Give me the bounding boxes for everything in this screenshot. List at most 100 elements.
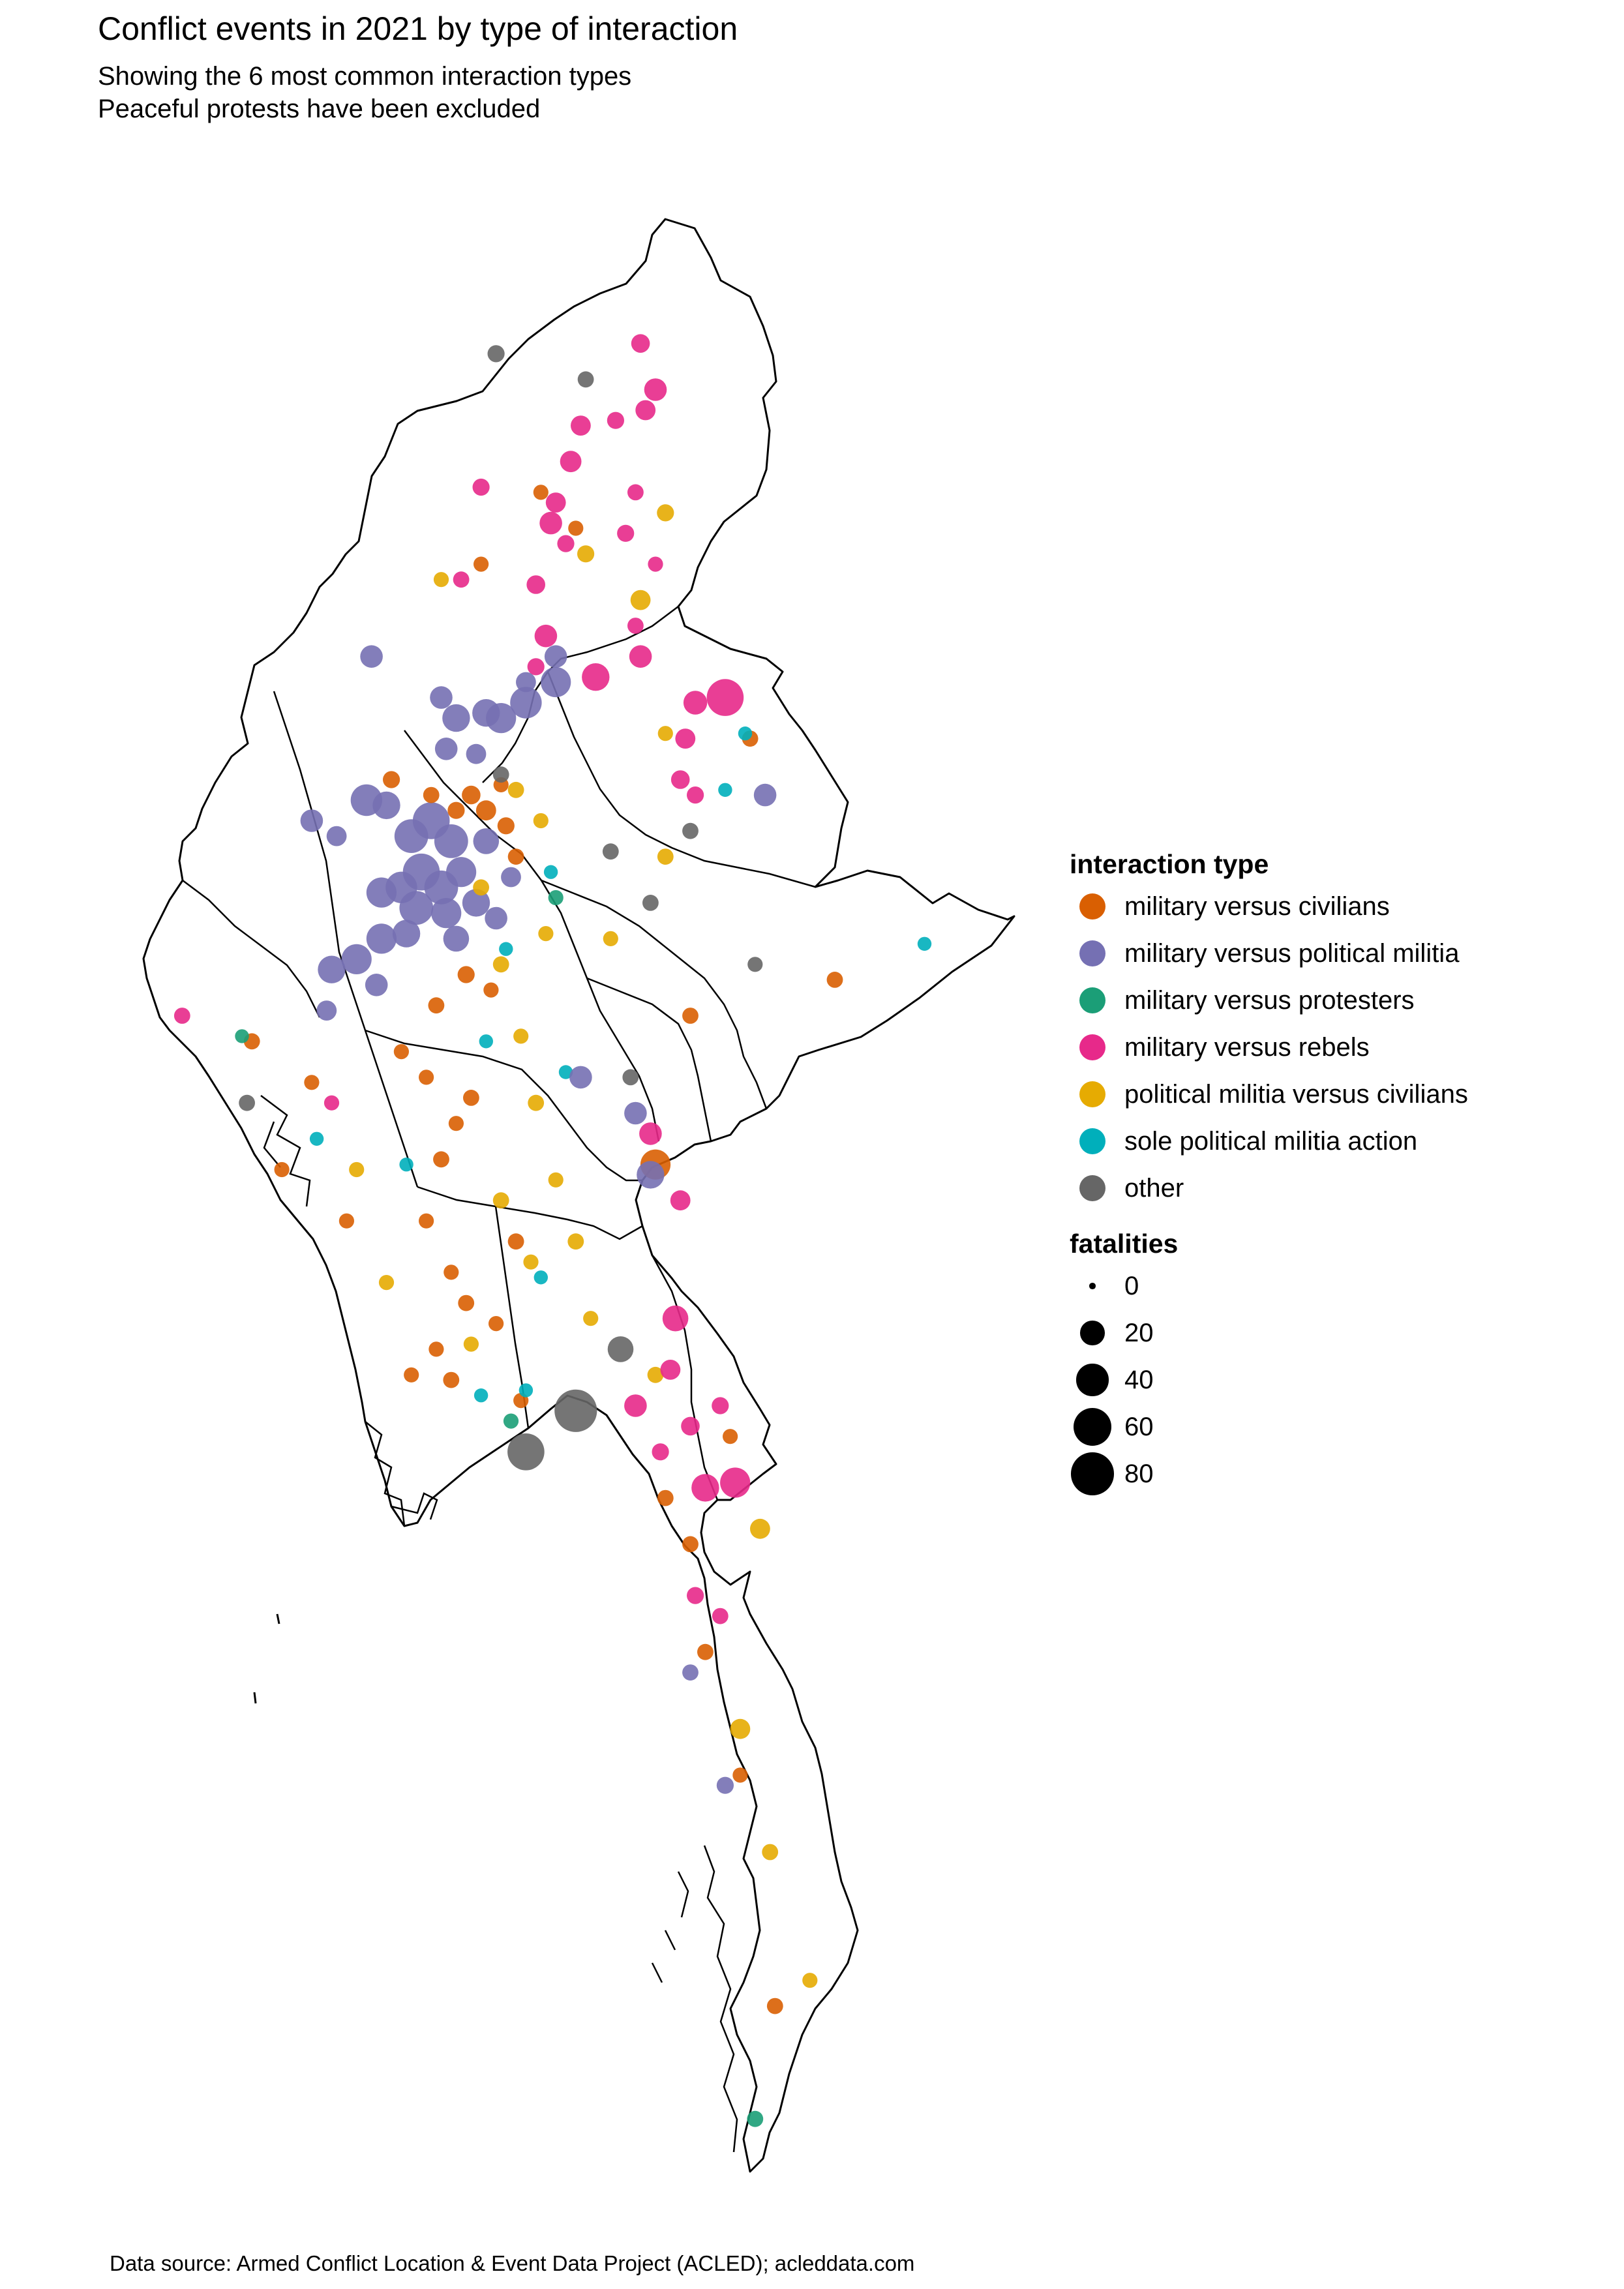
event-point xyxy=(503,1413,519,1429)
legend-item: military versus political militia xyxy=(1070,930,1611,977)
event-point xyxy=(681,1416,700,1436)
event-point xyxy=(545,492,566,513)
event-point xyxy=(507,1233,524,1250)
legend-size-item: 80 xyxy=(1070,1450,1611,1497)
legend-item: military versus rebels xyxy=(1070,1024,1611,1071)
event-point xyxy=(463,1090,479,1106)
event-point xyxy=(399,891,434,925)
event-point xyxy=(458,1294,475,1311)
legend-item-label: sole political militia action xyxy=(1124,1126,1418,1156)
legend-size-item: 20 xyxy=(1070,1309,1611,1356)
event-point xyxy=(657,1489,674,1506)
legend-type-list: military versus civilians military versu… xyxy=(1070,883,1611,1212)
event-point xyxy=(569,1066,592,1089)
legend-size-label: 60 xyxy=(1124,1412,1154,1441)
legend-size-label: 40 xyxy=(1124,1365,1154,1394)
event-point xyxy=(762,1844,779,1861)
event-point xyxy=(453,571,470,588)
island xyxy=(253,1692,257,1704)
event-point xyxy=(419,1213,434,1229)
legend-size-dot xyxy=(1073,1407,1112,1446)
legend-color-title: interaction type xyxy=(1070,849,1269,879)
event-point xyxy=(635,400,656,421)
event-point xyxy=(492,1192,509,1209)
event-point xyxy=(429,1341,444,1357)
event-point xyxy=(682,822,699,839)
event-point xyxy=(519,1383,534,1398)
event-point xyxy=(687,1587,704,1604)
event-point xyxy=(712,1397,729,1414)
event-point xyxy=(423,786,440,803)
event-point xyxy=(675,728,696,749)
legend-size-item: 60 xyxy=(1070,1403,1611,1450)
event-point xyxy=(568,520,584,536)
event-point xyxy=(510,687,542,719)
event-point xyxy=(323,1095,340,1111)
event-point xyxy=(492,956,509,973)
region-boundary xyxy=(365,1029,642,1182)
region-boundary xyxy=(541,879,768,1109)
event-point xyxy=(548,1172,564,1188)
event-point xyxy=(652,1443,669,1461)
event-point xyxy=(557,535,575,552)
region-boundary xyxy=(273,691,419,1188)
event-point xyxy=(527,658,545,676)
event-point xyxy=(474,1388,489,1403)
legend-size-dot xyxy=(1089,1283,1096,1289)
event-point xyxy=(434,824,468,858)
event-point xyxy=(630,590,651,610)
event-point xyxy=(444,1264,459,1280)
event-point xyxy=(607,411,625,429)
event-point xyxy=(383,771,400,788)
legend-size-item: 40 xyxy=(1070,1356,1611,1403)
event-point xyxy=(577,545,595,563)
event-point xyxy=(691,1474,719,1502)
event-point xyxy=(457,966,475,983)
event-point xyxy=(627,484,644,501)
event-point xyxy=(442,704,470,732)
event-point xyxy=(538,926,554,942)
event-point xyxy=(631,334,650,353)
legend-size-list: 0 20 40 60 80 xyxy=(1070,1263,1611,1497)
event-point xyxy=(660,1360,681,1380)
legend-size-item: 0 xyxy=(1070,1263,1611,1309)
legend-color-dot xyxy=(1079,893,1105,920)
event-point xyxy=(567,1233,584,1250)
event-point xyxy=(486,703,517,734)
event-point xyxy=(624,1101,647,1125)
event-point xyxy=(419,1070,434,1085)
event-point xyxy=(747,2110,764,2127)
event-point xyxy=(487,345,505,363)
event-point xyxy=(485,906,507,930)
event-point xyxy=(473,828,500,854)
legend-color-dot xyxy=(1079,940,1105,966)
event-point xyxy=(499,942,513,956)
legend-size-title: fatalities xyxy=(1070,1229,1179,1259)
legend-item: military versus protesters xyxy=(1070,977,1611,1024)
event-point xyxy=(644,378,667,401)
legend-color-dot xyxy=(1079,1128,1105,1154)
event-point xyxy=(507,1433,545,1471)
event-point xyxy=(372,791,400,820)
region-boundary xyxy=(417,1186,643,1240)
event-point xyxy=(687,786,704,804)
event-point xyxy=(393,1044,410,1060)
event-point xyxy=(462,785,481,805)
legend-color-dot xyxy=(1079,1081,1105,1107)
event-point xyxy=(365,974,388,996)
event-point xyxy=(571,415,591,436)
event-point xyxy=(443,925,470,952)
legend-item: other xyxy=(1070,1165,1611,1212)
event-point xyxy=(341,944,372,974)
region-boundary xyxy=(651,1255,719,1501)
event-point xyxy=(392,920,421,948)
coastline-islands xyxy=(365,1421,438,1527)
legend-color-dot xyxy=(1079,987,1105,1013)
map-subtitle-line-2: Peaceful protests have been excluded xyxy=(98,95,541,123)
event-point xyxy=(766,1997,783,2014)
legend-color-dot xyxy=(1079,1175,1105,1201)
event-point xyxy=(554,1389,597,1432)
legend-item-label: military versus protesters xyxy=(1124,985,1415,1015)
